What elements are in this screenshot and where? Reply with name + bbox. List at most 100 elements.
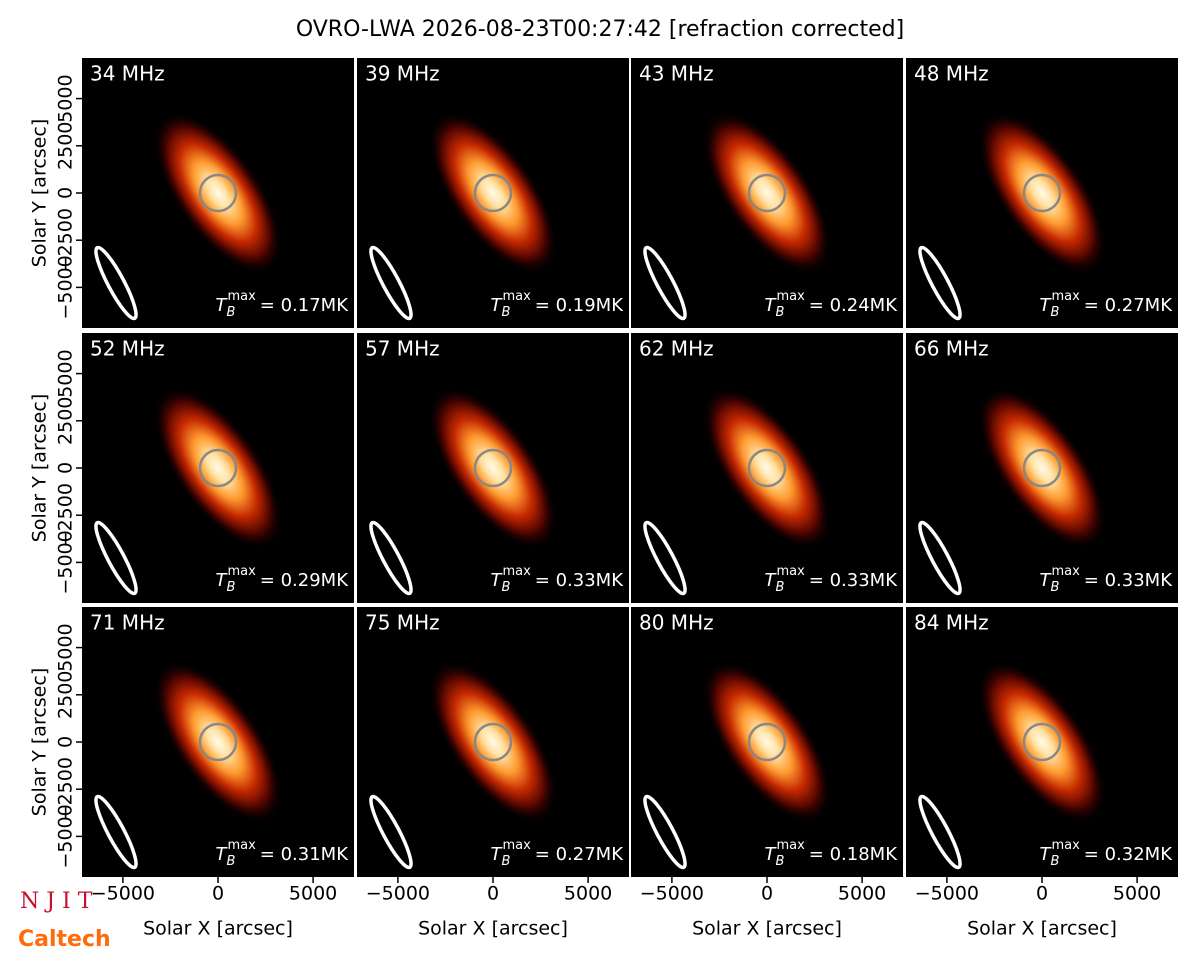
tb-sub: B: [776, 305, 785, 320]
tb-value: = 0.29MK: [260, 570, 349, 591]
beam: [918, 520, 962, 596]
tb-value: = 0.33MK: [1084, 570, 1173, 591]
tb-sup: max: [502, 838, 531, 853]
solar-disk: [473, 722, 513, 762]
logo-caltech: Caltech: [18, 927, 111, 952]
emission: [702, 111, 832, 275]
tb-symbol: T: [491, 295, 504, 316]
panel-image: [369, 386, 558, 596]
tb-sub: B: [502, 854, 511, 869]
beam: [918, 794, 962, 870]
x-tick-label: 0: [212, 883, 224, 905]
beam: [369, 794, 413, 870]
beam: [643, 794, 687, 870]
tb-sup: max: [1051, 564, 1080, 579]
y-tick-label: 5000: [55, 349, 77, 397]
tb-max-label: TBmax = 0.33MK: [1040, 564, 1174, 595]
beam: [369, 245, 413, 321]
tb-sub: B: [776, 854, 785, 869]
tb-max-label: TBmax = 0.19MK: [491, 289, 625, 320]
beam: [94, 794, 138, 870]
tb-value: = 0.33MK: [809, 570, 898, 591]
panel-image: [918, 386, 1107, 596]
emission: [153, 386, 283, 550]
x-axis-label: Solar X [arcsec]: [418, 918, 568, 940]
panel: 80 MHz TBmax = 0.18MK −5000 0 5000 Solar X [ar…: [631, 607, 903, 940]
figure-title: OVRO-LWA 2026-08-23T00:27:42 [refraction…: [296, 17, 904, 42]
y-tick-label: −5000: [55, 255, 77, 319]
frequency-label: 80 MHz: [639, 611, 714, 635]
y-tick-label: 5000: [55, 623, 77, 671]
tb-symbol: T: [216, 295, 229, 316]
tb-sup: max: [1051, 838, 1080, 853]
panel: 34 MHz TBmax = 0.17MK −5000−2500 0 25005000So…: [29, 58, 354, 328]
tb-sup: max: [227, 289, 256, 304]
solar-disk: [1022, 448, 1062, 488]
tb-symbol: T: [1040, 570, 1053, 591]
panel-image: [643, 111, 832, 321]
y-tick-label: 2500: [55, 122, 77, 170]
tb-sup: max: [776, 838, 805, 853]
panel: 66 MHz TBmax = 0.33MK: [906, 333, 1178, 603]
emission: [702, 386, 832, 550]
y-tick-label: −2500: [55, 483, 77, 547]
frequency-label: 34 MHz: [90, 62, 165, 86]
y-tick-label: 2500: [55, 671, 77, 719]
beam: [369, 520, 413, 596]
panel-image: [643, 386, 832, 596]
tb-sub: B: [502, 580, 511, 595]
panel: 75 MHz TBmax = 0.27MK −5000 0 5000 Solar X [ar…: [357, 607, 629, 940]
x-tick-label: 5000: [838, 883, 886, 905]
tb-value: = 0.31MK: [260, 844, 349, 865]
solar-disk: [198, 722, 238, 762]
y-tick-label: −5000: [55, 804, 77, 868]
tb-value: = 0.18MK: [809, 844, 898, 865]
panel: 62 MHz TBmax = 0.33MK: [631, 333, 903, 603]
emission: [153, 111, 283, 275]
y-axis-label: Solar Y [arcsec]: [29, 394, 51, 542]
y-tick-label: 0: [55, 462, 77, 474]
tb-sup: max: [502, 289, 531, 304]
y-tick-label: −5000: [55, 530, 77, 594]
solar-disk: [1022, 173, 1062, 213]
y-axis-label: Solar Y [arcsec]: [29, 668, 51, 816]
panel-image: [918, 660, 1107, 870]
solar-disk: [198, 448, 238, 488]
frequency-label: 39 MHz: [365, 62, 440, 86]
tb-value: = 0.19MK: [535, 295, 624, 316]
panel-image: [643, 660, 832, 870]
tb-max-label: TBmax = 0.29MK: [216, 564, 350, 595]
tb-value: = 0.27MK: [1084, 295, 1173, 316]
tb-value: = 0.27MK: [535, 844, 624, 865]
x-tick-label: 0: [1036, 883, 1048, 905]
x-tick-label: 5000: [564, 883, 612, 905]
y-tick-label: 2500: [55, 397, 77, 445]
frequency-label: 43 MHz: [639, 62, 714, 86]
panel: 57 MHz TBmax = 0.33MK: [357, 333, 629, 603]
tb-value: = 0.32MK: [1084, 844, 1173, 865]
tb-sub: B: [227, 580, 236, 595]
x-axis-label: Solar X [arcsec]: [967, 918, 1117, 940]
frequency-label: 84 MHz: [914, 611, 989, 635]
tb-symbol: T: [765, 295, 778, 316]
tb-symbol: T: [216, 844, 229, 865]
tb-max-label: TBmax = 0.32MK: [1040, 838, 1174, 869]
panel: 48 MHz TBmax = 0.27MK: [906, 58, 1178, 328]
frequency-label: 75 MHz: [365, 611, 440, 635]
solar-disk: [198, 173, 238, 213]
tb-sup: max: [776, 289, 805, 304]
y-tick-label: 5000: [55, 74, 77, 122]
panel-image: [94, 660, 283, 870]
frequency-label: 57 MHz: [365, 337, 440, 361]
x-tick-label: 0: [761, 883, 773, 905]
panel-image: [369, 111, 558, 321]
panel: 84 MHz TBmax = 0.32MK −5000 0 5000 Solar X [ar…: [906, 607, 1178, 940]
tb-symbol: T: [765, 570, 778, 591]
beam: [643, 520, 687, 596]
tb-value: = 0.17MK: [260, 295, 349, 316]
frequency-label: 71 MHz: [90, 611, 165, 635]
solar-disk: [473, 173, 513, 213]
tb-max-label: TBmax = 0.17MK: [216, 289, 350, 320]
